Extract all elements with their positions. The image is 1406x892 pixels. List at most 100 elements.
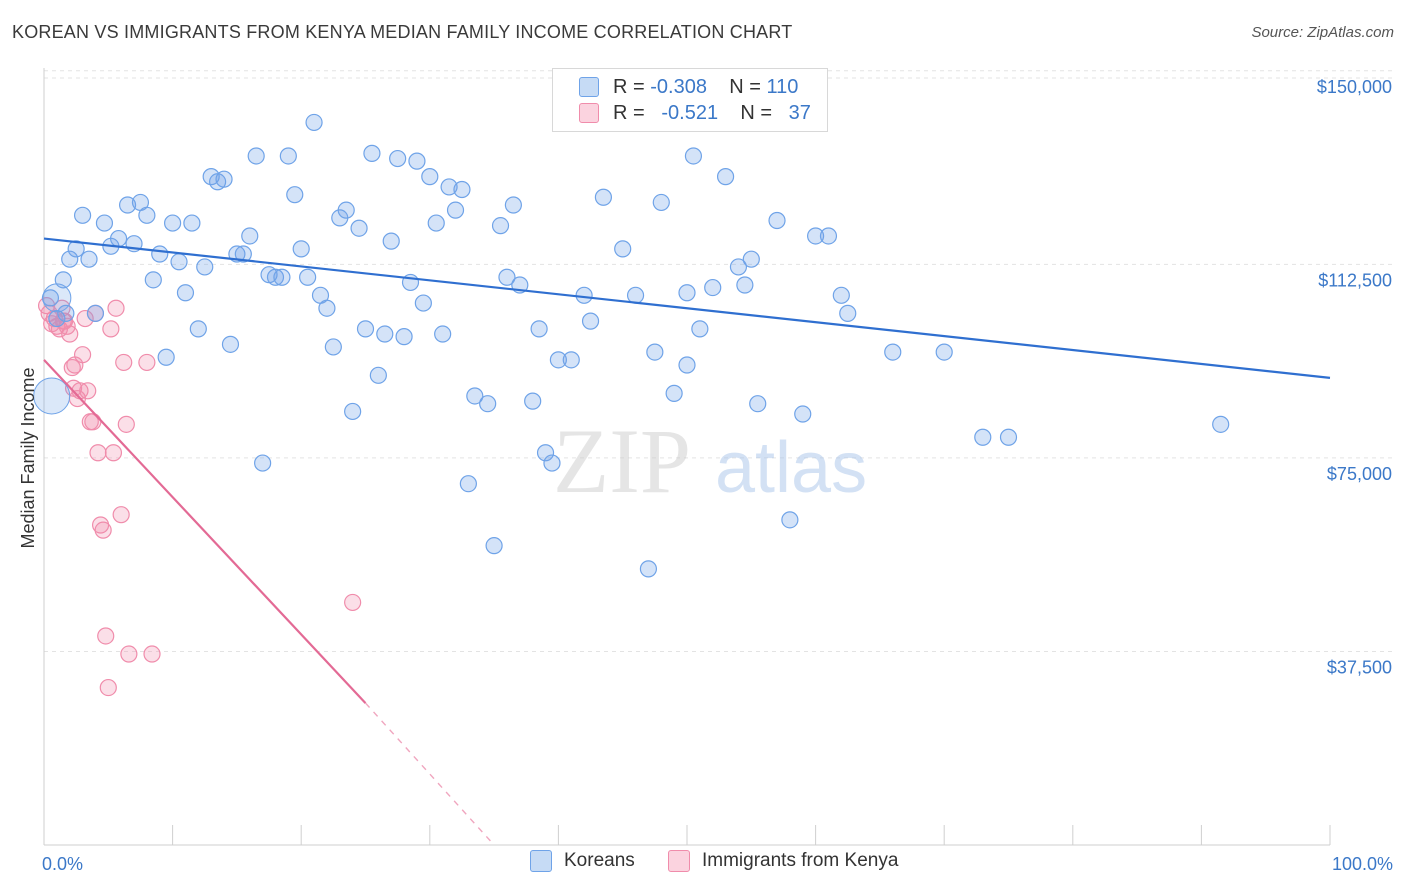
korean-point — [614, 240, 632, 258]
korean-point — [279, 147, 297, 165]
korean-point — [414, 294, 432, 312]
korean-point — [144, 271, 162, 289]
korean-point — [67, 240, 85, 258]
kenya-point — [143, 645, 161, 663]
korean-point — [884, 343, 902, 361]
watermark: ZIP atlas — [553, 410, 867, 512]
korean-point — [363, 144, 381, 162]
axis-labels: $37,500 $75,000 $112,500 $150,000 0.0% 100.0%… — [18, 77, 1393, 874]
trend-lines — [43, 237, 1331, 846]
x-tick-label: 0.0% — [42, 854, 83, 874]
korean-point — [176, 284, 195, 302]
korean-point — [86, 304, 105, 322]
korean-point — [356, 320, 375, 338]
legend-row-koreans: R = -0.308 N = 110 — [579, 74, 798, 100]
kenya-trend-line — [43, 359, 367, 704]
korean-point — [594, 188, 613, 206]
korean-point — [736, 276, 754, 294]
korean-point — [446, 201, 465, 219]
korean-point — [440, 178, 458, 196]
korean-point — [382, 232, 400, 250]
legend-item-koreans[interactable]: Koreans — [530, 850, 635, 872]
korean-point — [974, 428, 992, 446]
korean-point — [749, 395, 767, 413]
korean-point — [389, 149, 407, 168]
korean-point — [832, 286, 850, 304]
y-tick-label: $75,000 — [1327, 464, 1392, 484]
kenya-point — [84, 413, 102, 431]
korean-point — [536, 444, 555, 462]
legend-row-kenya: R = -0.521 N = 37 — [579, 100, 811, 126]
korean-point — [324, 338, 342, 356]
korean-trend-line — [43, 237, 1331, 379]
kenya-point — [79, 382, 97, 400]
korean-point — [196, 258, 214, 276]
korean-point — [164, 214, 182, 232]
korean-point — [42, 283, 72, 313]
legend-item-kenya[interactable]: Immigrants from Kenya — [668, 850, 898, 872]
korean-point — [504, 196, 522, 214]
y-tick-label: $112,500 — [1318, 270, 1392, 290]
korean-point — [729, 258, 748, 276]
korean-point — [524, 392, 542, 410]
legend-n-value: 37 — [788, 101, 811, 124]
y-axis-title: Median Family Income — [18, 367, 38, 548]
korean-point — [485, 537, 503, 555]
korean-point — [806, 227, 825, 245]
korean-point — [344, 402, 362, 421]
korean-point — [157, 348, 175, 366]
korean-point — [183, 214, 201, 232]
korean-point — [408, 152, 426, 170]
correlation-legend: R = -0.308 N = 110 R = -0.521 N = 37 — [552, 68, 828, 132]
korean-point — [221, 335, 240, 353]
korean-point — [781, 511, 799, 529]
korean-point — [376, 325, 394, 343]
chart-source: Source: ZipAtlas.com — [1251, 24, 1394, 41]
legend-r-label: R = — [613, 75, 645, 98]
korean-point — [350, 219, 368, 237]
korean-point — [151, 245, 169, 263]
korean-point — [273, 268, 291, 286]
korean-point — [292, 240, 310, 258]
korean-point — [652, 193, 670, 212]
kenya-point — [120, 645, 138, 663]
korean-point — [369, 366, 387, 384]
korean-point — [768, 211, 786, 230]
korean-point — [530, 320, 548, 338]
korean-point — [48, 309, 66, 328]
korean-point — [61, 250, 79, 268]
kenya-point — [104, 444, 123, 462]
korean-point — [247, 147, 265, 165]
korean-point — [33, 377, 71, 415]
korean-point — [716, 168, 735, 186]
korean-point — [118, 196, 137, 214]
y-tick-label: $37,500 — [1327, 657, 1392, 677]
korean-point — [234, 245, 252, 263]
korean-point — [678, 356, 696, 374]
korean-point — [241, 227, 259, 245]
korean-point — [479, 395, 497, 413]
kenya-point — [138, 353, 156, 372]
x-tick-label: 100.0% — [1332, 854, 1393, 874]
y-tick-label: $150,000 — [1317, 77, 1392, 97]
korean-point — [266, 268, 285, 286]
kenya-points — [37, 297, 362, 697]
korean-point — [678, 284, 696, 302]
korean-point — [646, 343, 664, 361]
legend-r-value: -0.308 — [650, 75, 707, 98]
kenya-point — [89, 444, 107, 462]
kenya-point — [63, 358, 81, 377]
legend-n-label: N = — [729, 75, 761, 98]
korean-point — [57, 304, 75, 322]
koreans-legend-label: Koreans — [564, 850, 635, 871]
korean-point — [543, 454, 561, 472]
korean-point — [1212, 415, 1230, 433]
korean-point — [286, 186, 304, 204]
korean-point — [434, 325, 452, 343]
korean-point — [299, 268, 317, 286]
korean-point — [704, 278, 722, 297]
korean-point — [691, 320, 709, 338]
korean-point — [427, 214, 445, 232]
legend-n-value: 110 — [766, 75, 799, 98]
korean-point — [170, 253, 188, 271]
